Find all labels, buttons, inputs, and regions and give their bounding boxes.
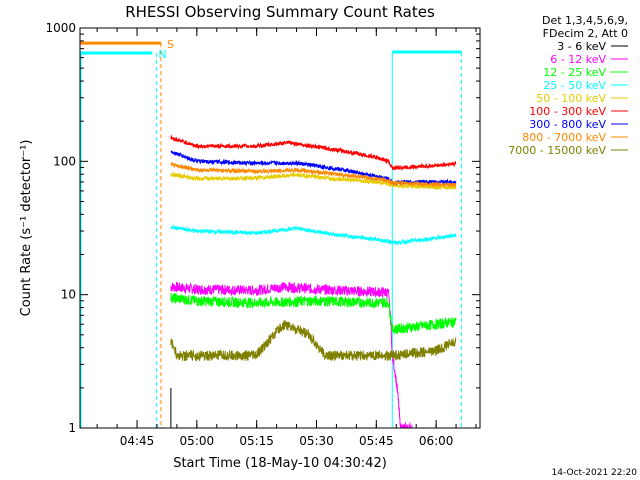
series-line-4	[170, 224, 457, 246]
legend-entry-label: 25 - 50 keV	[543, 79, 606, 92]
y-tick-label: 1	[68, 421, 76, 435]
x-axis-label: Start Time (18-May-10 04:30:42)	[173, 456, 387, 471]
y-tick-label: 10	[61, 288, 76, 302]
legend-entry-label: 3 - 6 keV	[557, 40, 606, 53]
x-tick-label: 05:45	[359, 434, 394, 448]
legend: Det 1,3,4,5,6,9,FDecim 2, Att 03 - 6 keV…	[508, 14, 628, 157]
annotation-3	[391, 50, 462, 428]
annotation-1: S	[80, 38, 174, 428]
legend-entry-label: 12 - 25 keV	[543, 66, 606, 79]
annotation-label: S	[167, 38, 174, 51]
x-tick-label: 05:30	[299, 434, 334, 448]
legend-title-line: FDecim 2, Att 0	[543, 27, 628, 40]
series-line-2	[170, 281, 413, 429]
series-line-6	[170, 134, 457, 171]
series-layer	[170, 134, 457, 429]
legend-entry-label: 100 - 300 keV	[529, 105, 606, 118]
y-tick-label: 100	[53, 154, 76, 168]
series-line-5	[170, 171, 457, 191]
legend-entry-label: 300 - 800 keV	[529, 118, 606, 131]
series-line-9	[170, 319, 457, 362]
legend-entry-label: 6 - 12 keV	[550, 53, 606, 66]
legend-title-line: Det 1,3,4,5,6,9,	[542, 14, 628, 27]
x-tick-label: 04:45	[120, 434, 155, 448]
footer-date: 14-Oct-2021 22:20	[552, 468, 638, 478]
x-tick-label: 05:15	[239, 434, 274, 448]
series-line-3	[170, 292, 457, 335]
x-tick-label: 05:00	[180, 434, 215, 448]
series-6	[170, 134, 457, 171]
legend-entry-label: 50 - 100 keV	[536, 92, 606, 105]
chart-title: RHESSI Observing Summary Count Rates	[125, 3, 435, 21]
plot-frame	[79, 27, 481, 429]
series-9	[170, 319, 457, 362]
series-4	[170, 224, 457, 246]
series-line-8	[170, 161, 457, 188]
x-tick-label: 06:00	[419, 434, 454, 448]
series-7	[170, 150, 457, 186]
series-5	[170, 171, 457, 191]
annotation-label: N	[158, 48, 166, 61]
series-line-7	[170, 150, 457, 186]
legend-entry-label: 800 - 7000 keV	[522, 131, 606, 144]
y-axis-label: Count Rate (s⁻¹ detector⁻¹)	[19, 140, 34, 317]
series-8	[170, 161, 457, 188]
annotation-2: N	[80, 48, 167, 428]
series-3	[170, 292, 457, 335]
series-2	[170, 281, 413, 429]
axes-layer: 04:45 05:00 05:15 05:30 05:45 06:00 1 10 100 1000	[45, 21, 480, 448]
annotation-layer: SN	[80, 38, 462, 428]
y-tick-label: 1000	[45, 21, 76, 35]
legend-entry-label: 7000 - 15000 keV	[508, 144, 606, 157]
